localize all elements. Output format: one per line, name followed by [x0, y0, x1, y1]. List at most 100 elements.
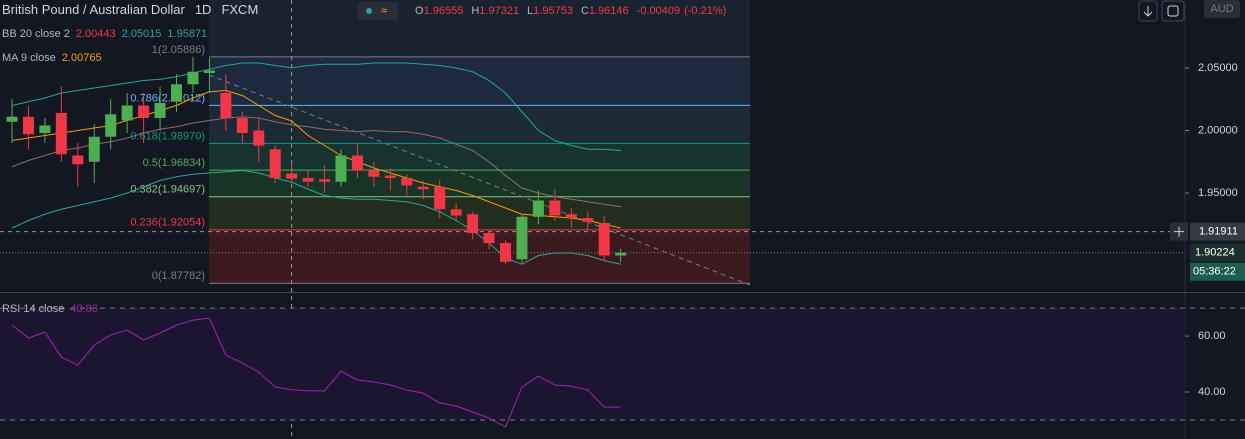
change-pct: (-0.21%) — [684, 5, 726, 17]
legend-name: BB 20 close 2 — [2, 28, 70, 40]
ohlc-key: L — [527, 5, 533, 17]
candle-body — [467, 214, 479, 233]
reset-icon — [1167, 5, 1179, 17]
candle-body — [72, 155, 84, 165]
legend-value: 1.95871 — [167, 28, 207, 40]
candle-body — [335, 155, 347, 182]
scroll-button[interactable] — [1138, 0, 1158, 22]
legend-value: 2.00443 — [76, 28, 116, 40]
countdown: 05:36:22 — [1193, 266, 1236, 278]
candle-body — [500, 243, 511, 262]
crosshair-price: 1.91911 — [1199, 226, 1238, 238]
candle-body — [401, 178, 413, 186]
reset-button[interactable] — [1161, 0, 1185, 22]
fib-label: 0(1.87782) — [152, 270, 205, 282]
ohlc: O1.96555 H1.97321 L1.95753 C1.96146 -0.00409… — [415, 5, 726, 17]
candle-body — [565, 214, 577, 218]
candle-body — [417, 186, 429, 190]
currency-button[interactable] — [1204, 0, 1240, 18]
candle-body — [302, 178, 314, 182]
candle-body — [187, 71, 199, 85]
legend-value: 2.00765 — [62, 52, 102, 64]
crosshair-price-box — [1190, 222, 1245, 241]
candle-body — [615, 252, 627, 256]
header: British Pound / Australian Dollar 1D FXCM — [2, 2, 258, 17]
ohlc-value: 1.95753 — [533, 5, 573, 17]
exchange: FXCM — [221, 2, 258, 17]
candle-body — [253, 130, 265, 146]
candle-body — [549, 200, 561, 216]
indicator-line — [11, 169, 621, 265]
fib-label: 0.786(2.02012) — [130, 92, 205, 104]
interval: 1D — [195, 2, 212, 17]
candle-body — [138, 105, 150, 118]
indicator-line — [11, 62, 621, 151]
last-price: 1.90224 — [1195, 247, 1235, 259]
candle-body — [55, 113, 67, 155]
fib-label: 1(2.05886) — [152, 44, 205, 56]
ohlc-key: H — [471, 5, 479, 17]
fib-top-zone — [209, 0, 750, 57]
candle-body — [598, 223, 610, 256]
fib-zone — [209, 105, 750, 144]
fib-label: 0.382(1.94697) — [130, 184, 205, 196]
status-dot — [366, 8, 372, 14]
candle-body — [39, 125, 51, 133]
status-icon: ≈ — [381, 5, 387, 17]
candle-body — [384, 175, 396, 178]
currency: AUD — [1210, 3, 1233, 15]
legend: BB 20 close 2 2.00443 2.05015 1.95871 — [2, 28, 207, 40]
candle-body — [203, 70, 215, 73]
y-tick-label: 60.00 — [1198, 330, 1226, 342]
candle-body — [351, 155, 363, 171]
y-tick-label: 2.05000 — [1198, 62, 1238, 74]
fib-label: 0.618(1.98970) — [130, 130, 205, 142]
fib-zone — [209, 170, 750, 197]
indicator-line — [11, 116, 621, 208]
candle-body — [582, 218, 594, 222]
fib-zone — [209, 143, 750, 171]
down-arrow — [1143, 6, 1153, 17]
rsi-band — [0, 308, 1185, 420]
status-pill — [358, 2, 398, 20]
candle-body — [154, 103, 166, 118]
candle-body — [516, 216, 528, 260]
candle-body — [532, 200, 544, 217]
y-tick-label: 2.00000 — [1198, 124, 1238, 136]
legend: RSI 14 close 40.83 — [2, 303, 98, 315]
candle-body — [6, 116, 18, 122]
legend-name: RSI 14 close — [2, 303, 64, 315]
y-tick-label: 40.00 — [1198, 386, 1226, 398]
candle-body — [483, 233, 495, 243]
legend-name: MA 9 close — [2, 52, 56, 64]
rsi-line — [11, 317, 621, 428]
legend-value: 2.05015 — [122, 28, 162, 40]
last-price-box — [1190, 243, 1245, 262]
ohlc-value: 1.97321 — [479, 5, 519, 17]
candle-body — [286, 173, 298, 179]
candle-body — [88, 136, 100, 162]
fib-zone — [209, 56, 750, 106]
ohlc-value: 1.96146 — [589, 5, 629, 17]
ohlc-key: C — [581, 5, 589, 17]
change: -0.00409 — [637, 5, 680, 17]
candle-body — [171, 84, 182, 102]
fib-label: 0.5(1.96834) — [143, 157, 205, 169]
candle-body — [220, 93, 232, 118]
fib-zone — [209, 229, 750, 284]
candle-body — [269, 149, 281, 178]
candle-body — [105, 114, 117, 137]
candle-body — [319, 179, 331, 182]
legend-value: 40.83 — [70, 303, 98, 315]
trend-line — [208, 74, 751, 286]
y-tick-label: 1.95000 — [1198, 187, 1238, 199]
candle-body — [450, 209, 462, 216]
ohlc-key: O — [415, 5, 424, 17]
fib-label: 0.236(1.92054) — [130, 217, 205, 229]
candle-body — [236, 118, 248, 133]
legend: MA 9 close 2.00765 — [2, 52, 102, 64]
candle-body — [121, 105, 133, 121]
countdown-box — [1190, 262, 1245, 281]
